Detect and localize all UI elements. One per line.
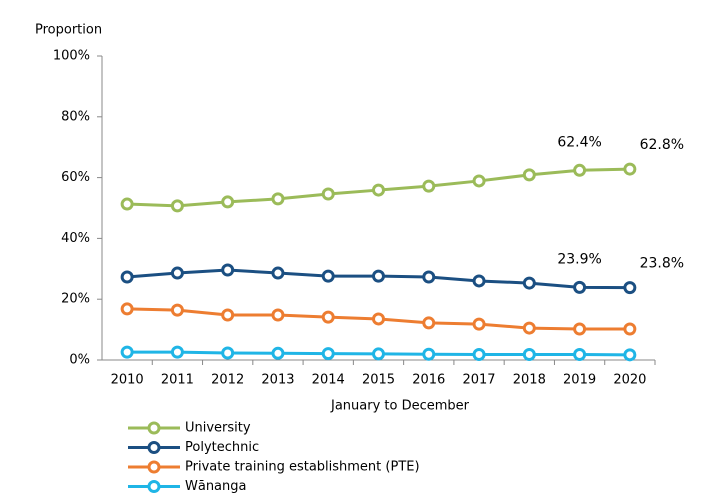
legend-label: Private training establishment (PTE)	[185, 460, 420, 475]
x-tick-label: 2010	[111, 373, 144, 388]
point	[372, 312, 385, 326]
point	[422, 347, 436, 361]
point	[170, 303, 184, 317]
data-label: 62.8%	[640, 137, 684, 153]
y-axis-label: Proportion	[35, 23, 102, 38]
point	[321, 347, 335, 361]
x-tick-label: 2012	[211, 373, 244, 388]
point	[271, 266, 285, 280]
data-label: 23.8%	[640, 256, 684, 272]
point	[170, 199, 184, 213]
legend-marker	[147, 421, 161, 435]
point	[472, 348, 486, 362]
point	[522, 168, 536, 182]
x-tick-label: 2016	[412, 373, 445, 388]
point	[573, 348, 587, 362]
point	[221, 195, 235, 209]
legend-label: Wānanga	[185, 479, 246, 494]
legend-label: University	[185, 421, 251, 436]
point	[321, 187, 335, 201]
point	[522, 321, 536, 335]
x-tick-label: 2019	[563, 373, 596, 388]
point	[372, 347, 385, 361]
y-tick-label: 0%	[69, 353, 90, 368]
y-tick-label: 40%	[61, 231, 90, 246]
x-tick-label: 2014	[312, 373, 345, 388]
point	[573, 322, 587, 336]
point	[422, 270, 436, 284]
point	[321, 269, 335, 283]
point	[120, 197, 134, 211]
point	[472, 174, 486, 188]
point	[573, 163, 587, 177]
point	[271, 308, 285, 322]
point	[623, 162, 637, 176]
data-label: 62.4%	[557, 134, 601, 150]
point	[271, 192, 285, 206]
point	[522, 348, 536, 362]
point	[372, 269, 385, 283]
x-axis-label: January to December	[330, 399, 470, 414]
point	[221, 346, 235, 360]
point	[372, 183, 385, 197]
point	[472, 317, 486, 331]
data-label: 23.9%	[557, 251, 601, 267]
point	[271, 346, 285, 360]
point	[321, 310, 335, 324]
legend-label: Polytechnic	[185, 440, 259, 455]
y-tick-label: 100%	[53, 49, 90, 64]
x-tick-label: 2015	[362, 373, 395, 388]
point	[573, 280, 587, 294]
y-tick-label: 80%	[61, 109, 90, 124]
x-tick-label: 2018	[513, 373, 546, 388]
point	[221, 263, 235, 277]
x-tick-label: 2020	[613, 373, 646, 388]
point	[623, 322, 637, 336]
point	[120, 270, 134, 284]
point	[422, 179, 436, 193]
x-tick-label: 2013	[261, 373, 294, 388]
point	[522, 276, 536, 290]
point	[472, 274, 486, 288]
point	[623, 348, 637, 362]
point	[170, 345, 184, 359]
legend-marker	[147, 480, 161, 493]
x-tick-label: 2017	[462, 373, 495, 388]
x-tick-label: 2011	[161, 373, 194, 388]
point	[120, 345, 134, 359]
point	[170, 266, 184, 280]
y-tick-label: 20%	[61, 292, 90, 307]
legend-marker	[147, 460, 161, 474]
point	[623, 281, 637, 295]
point	[120, 302, 134, 316]
legend-marker	[147, 441, 161, 454]
y-tick-label: 60%	[61, 170, 90, 185]
point	[422, 316, 436, 330]
point	[221, 308, 235, 322]
